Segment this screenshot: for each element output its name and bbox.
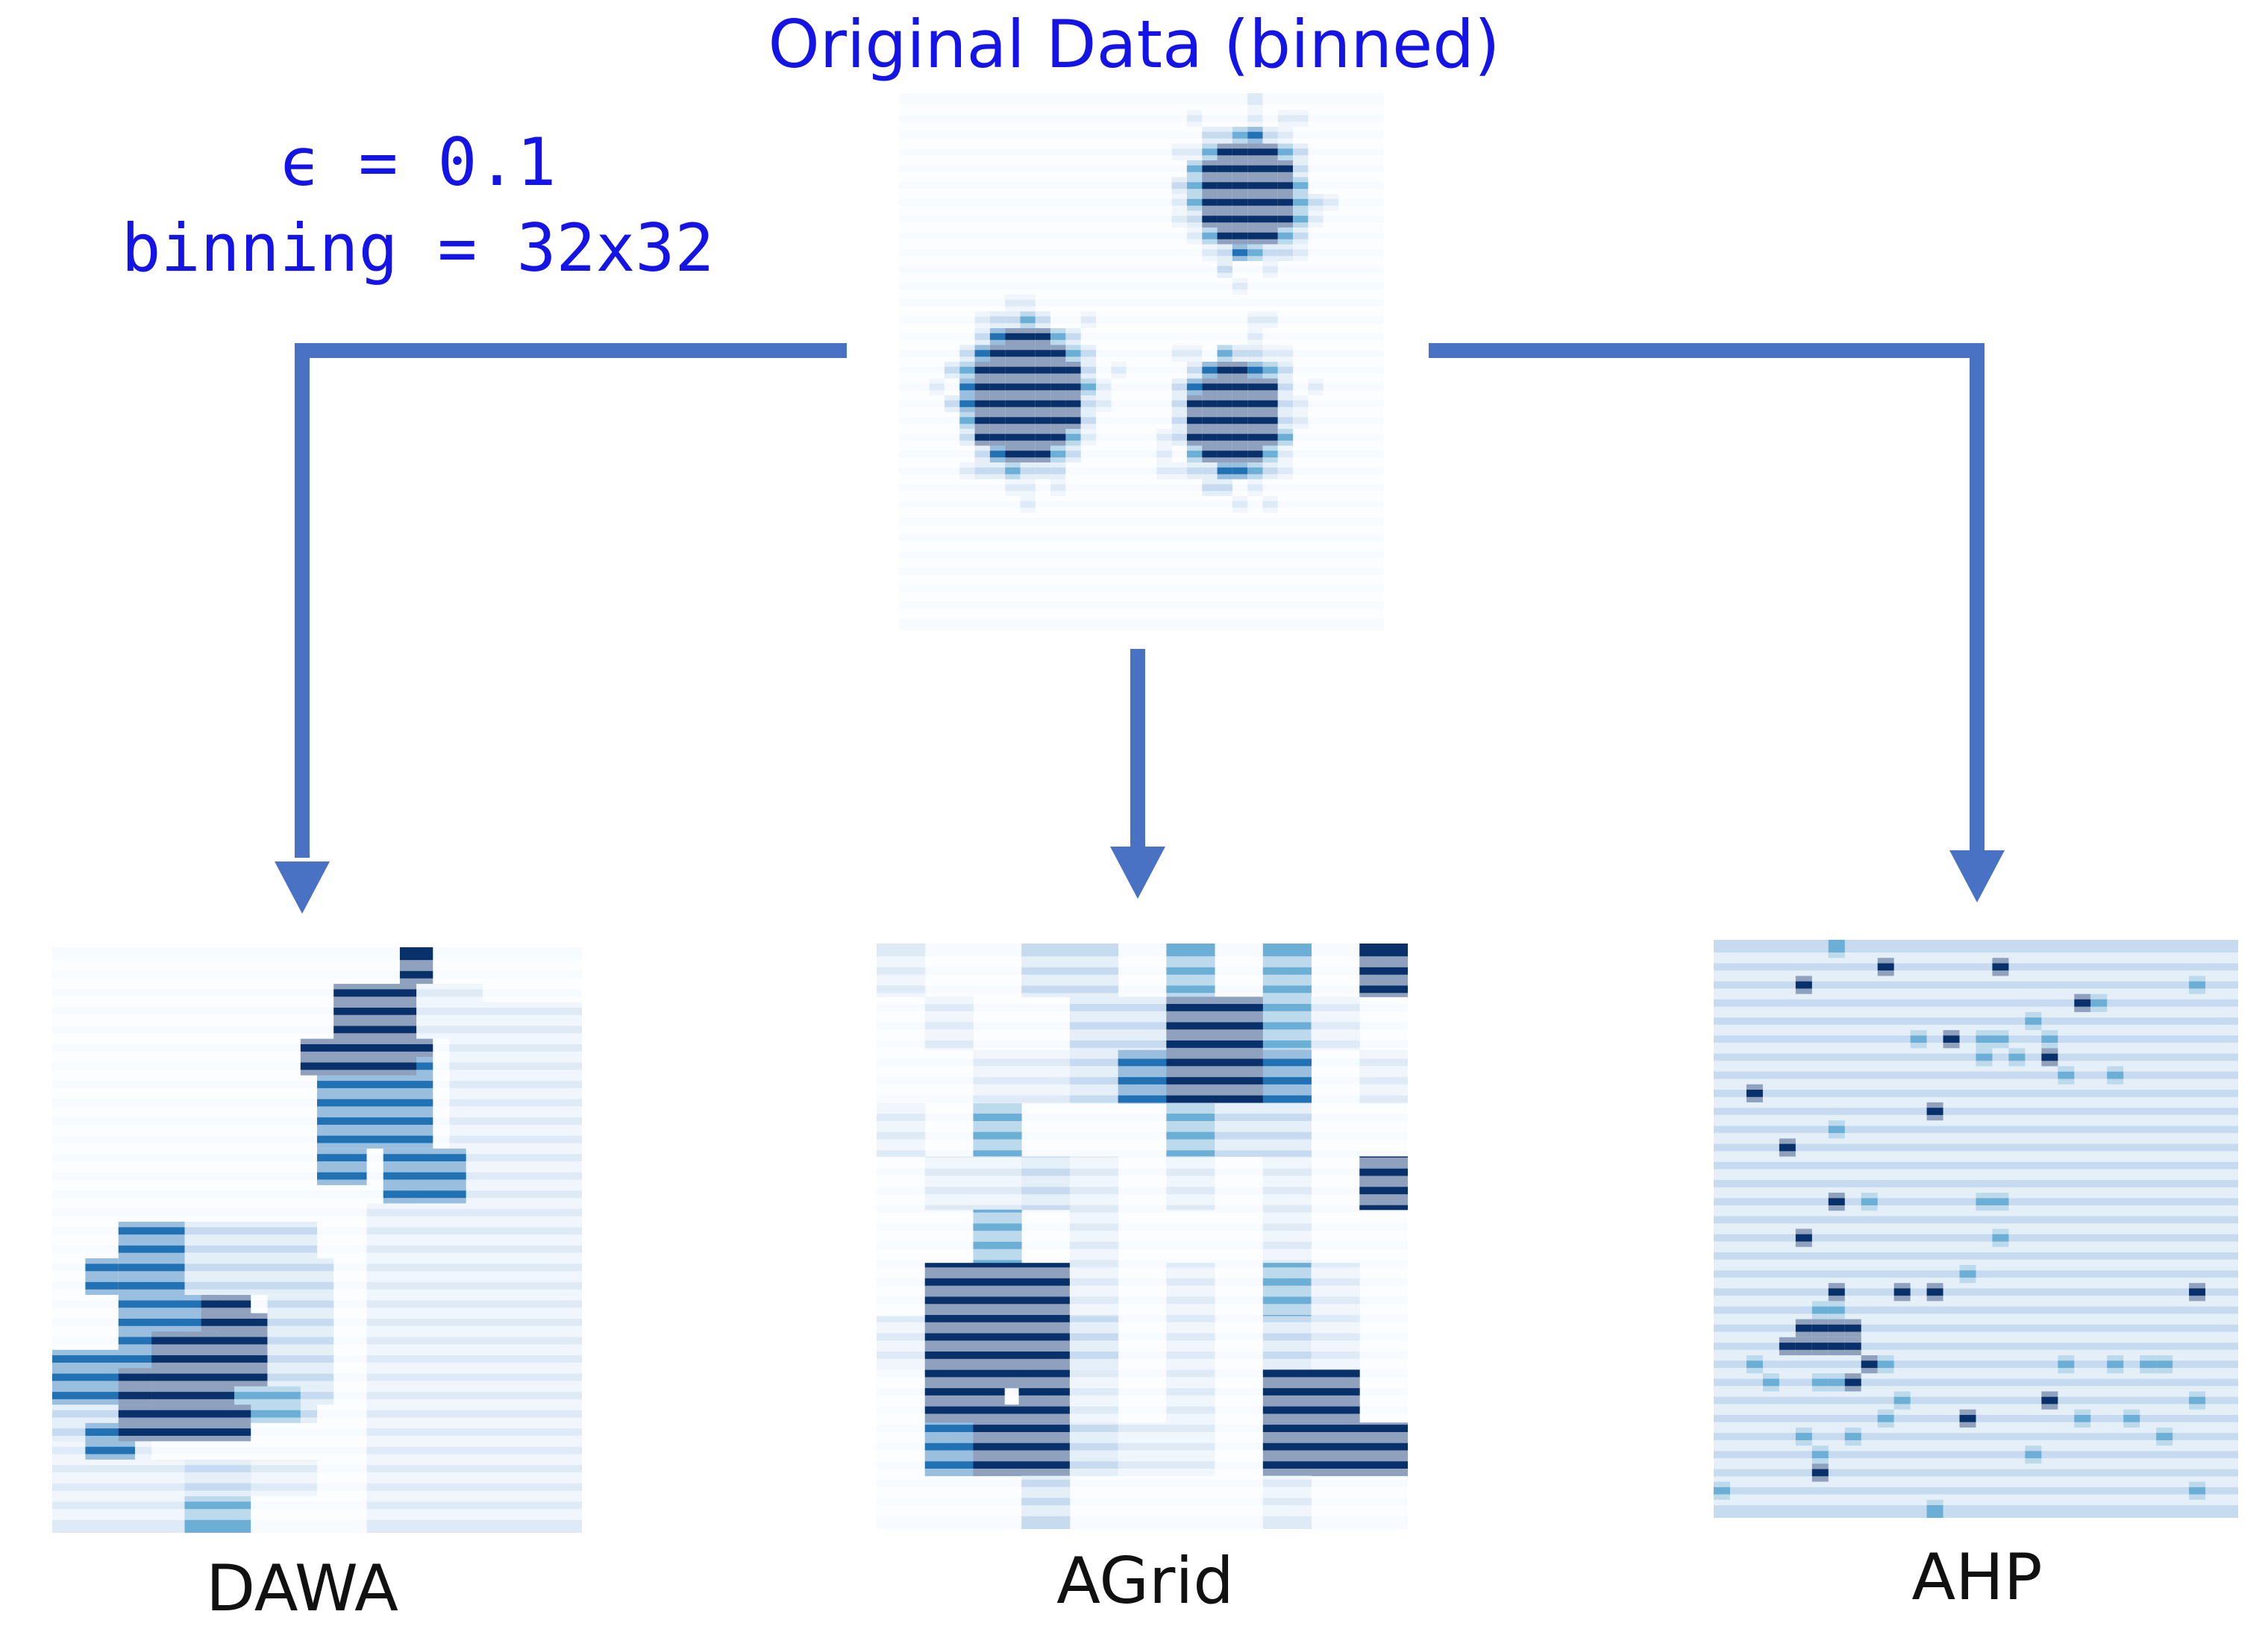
p-original-canvas [899, 93, 1384, 619]
arrowhead-ahp [1949, 850, 2005, 903]
agrid-cell [1262, 1475, 1312, 1529]
arrowhead-dawa [275, 861, 330, 914]
arrow-to-dawa [295, 343, 847, 858]
agrid-cell [1311, 996, 1360, 1051]
dawa-partition [416, 984, 483, 1039]
original-data-heatmap [899, 93, 1384, 630]
agrid-cell [1118, 1422, 1167, 1477]
dawa-label: DAWA [206, 1551, 398, 1626]
agrid-cell [973, 1422, 1022, 1477]
agrid-cell [1311, 1422, 1360, 1477]
agrid-cell [1215, 996, 1264, 1051]
agrid-cell [924, 1422, 974, 1477]
agrid-cell [1021, 1475, 1071, 1529]
agrid-cell [1069, 1422, 1119, 1477]
agrid-cell [1021, 944, 1071, 997]
agrid-cell [1262, 1422, 1312, 1477]
row-separator-lines [899, 104, 1384, 619]
row-separator-lines [52, 960, 582, 1520]
agrid-cell [1118, 996, 1167, 1051]
parameters-block: ϵ = 0.1 binning = 32x32 [97, 119, 739, 291]
ahp-heatmap [1714, 940, 2238, 1518]
agrid-cell [877, 944, 926, 997]
agrid-cell [1166, 1422, 1215, 1477]
agrid-cell [1359, 1422, 1408, 1477]
p-ahp-canvas [1714, 940, 2238, 1518]
agrid-cell [1262, 944, 1312, 997]
arrow-to-ahp [1429, 343, 1985, 854]
binning-label: binning = 32x32 [121, 210, 715, 286]
original-data-title: Original Data (binned) [768, 6, 1500, 83]
p-dawa-canvas [52, 947, 582, 1533]
agrid-heatmap [877, 944, 1408, 1529]
agrid-cell [1166, 996, 1215, 1051]
agrid-label: AGrid [1056, 1544, 1234, 1619]
agrid-cell [1262, 996, 1312, 1051]
p-agrid-canvas [877, 944, 1408, 1529]
agrid-cell [1021, 1422, 1071, 1477]
agrid-cell [924, 996, 974, 1051]
arrow-strokes [295, 343, 1985, 858]
agrid-cell [1166, 944, 1215, 997]
dawa-partition [383, 1148, 466, 1204]
ahp-label: AHP [1911, 1540, 2043, 1615]
arrowhead-agrid [1110, 847, 1165, 899]
dawa-heatmap [52, 947, 582, 1533]
agrid-cell [1359, 944, 1408, 997]
row-separator-lines [877, 956, 1408, 1516]
epsilon-label: ϵ = 0.1 [279, 124, 557, 201]
arrow-heads [275, 847, 2005, 914]
agrid-cell [1069, 944, 1119, 997]
row-separator-lines [1714, 952, 2238, 1506]
agrid-cell [1069, 996, 1119, 1051]
